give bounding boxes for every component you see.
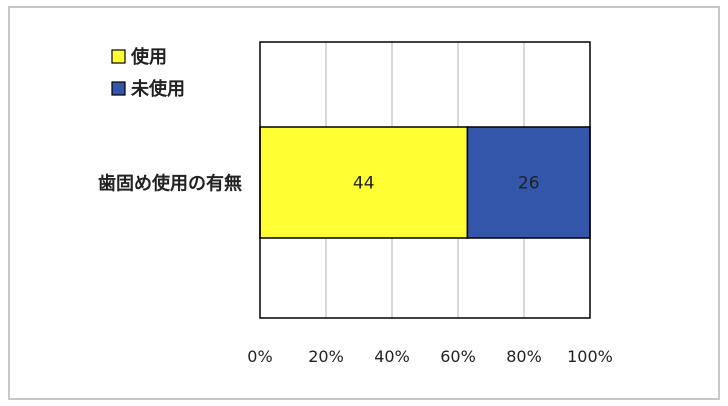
bar-segment-unused [466,126,591,239]
data-label: 26 [518,174,540,194]
plot-border [259,41,591,319]
legend-label: 使用 [130,47,167,68]
bar-segment-used [259,126,469,239]
x-tick-label: 100% [567,347,613,366]
x-tick-label: 20% [308,347,344,366]
x-tick-label: 40% [374,347,410,366]
legend-label: 未使用 [131,79,185,100]
x-tick-label: 0% [247,347,272,366]
x-tick-label: 80% [506,347,542,366]
category-label: 歯固め使用の有無 [98,173,242,195]
data-label: 44 [353,174,375,194]
legend-swatch [111,49,126,64]
legend-swatch [111,81,126,96]
x-tick-label: 60% [440,347,476,366]
